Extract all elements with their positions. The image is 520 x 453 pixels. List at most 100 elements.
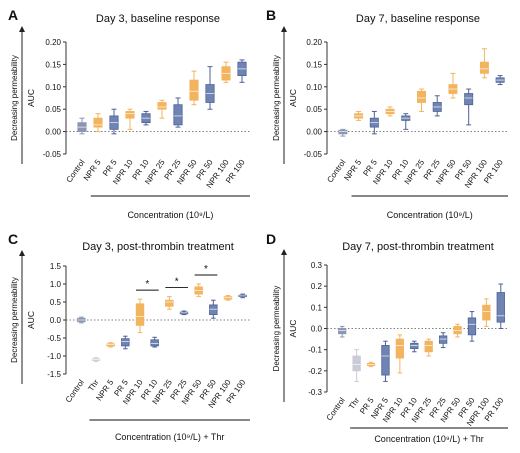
x-axis-label: Concentration (10⁹/L): [387, 210, 473, 220]
y-tick-label: 0.00: [45, 128, 61, 137]
box-iqr: [479, 61, 489, 74]
box-npr-10: [125, 108, 135, 130]
box-iqr: [424, 340, 433, 353]
box-control: [338, 325, 347, 338]
panel-title: Day 7, baseline response: [356, 13, 480, 25]
y-tick-label: -0.1: [308, 346, 322, 355]
panel-a: A Day 3, baseline response Decreasing perm…: [8, 7, 250, 220]
y-tick-label: 0.00: [306, 128, 322, 137]
y-tick-label: 0.20: [45, 38, 61, 47]
box-npr-5: [93, 113, 103, 133]
y-axis-label: AUC: [288, 89, 298, 107]
box-pr-5: [366, 361, 376, 368]
box-pr-50: [467, 311, 477, 342]
panel-d: D Day 7, post-thrombin treatment Decreasin…: [266, 231, 508, 444]
box-npr-10: [135, 298, 145, 334]
box-iqr: [453, 325, 462, 335]
box-iqr: [381, 345, 390, 376]
box-npr-50: [448, 72, 458, 99]
arrow-label: Decreasing permeability: [10, 55, 19, 141]
y-tick-label: 0.0: [50, 316, 62, 325]
box-pr-10: [401, 113, 411, 130]
box-control: [77, 117, 87, 135]
permeability-arrow-head: [281, 249, 287, 255]
box-pr-25: [173, 97, 183, 128]
panel-title: Day 7, post-thrombin treatment: [342, 241, 494, 253]
box-thr: [352, 349, 361, 382]
y-tick-label: 0.0: [311, 325, 323, 334]
box-pr-10: [150, 336, 159, 348]
box-npr-100: [482, 298, 491, 327]
box-iqr: [157, 102, 167, 110]
y-tick-label: -0.3: [308, 388, 322, 397]
y-tick-label: 1.5: [50, 262, 62, 271]
y-tick-label: -0.05: [304, 150, 323, 159]
x-axis-label: Concentration (10⁹/L): [127, 210, 213, 220]
box-iqr: [338, 328, 347, 335]
y-axis-label: AUC: [288, 320, 298, 338]
box-pr-50: [209, 299, 218, 319]
box-pr-100: [238, 293, 247, 299]
x-axis-label: Concentration (10⁹/L) + Thr: [374, 434, 484, 444]
permeability-arrow-head: [281, 26, 287, 32]
box-iqr: [338, 129, 348, 135]
x-tick-label: Control: [325, 396, 347, 422]
box-iqr: [438, 335, 448, 344]
box-iqr: [482, 304, 491, 321]
box-pr-50: [205, 66, 215, 110]
box-control: [338, 128, 348, 137]
box-npr-5: [106, 342, 115, 348]
box-iqr: [93, 117, 103, 128]
y-tick-label: 0.3: [311, 261, 323, 270]
box-npr-25: [157, 99, 167, 119]
box-iqr: [417, 90, 426, 103]
box-iqr: [464, 93, 474, 106]
y-tick-label: 0.15: [45, 60, 61, 69]
box-iqr: [121, 338, 130, 347]
box-pr-25: [438, 332, 448, 349]
panel-title: Day 3, post-thrombin treatment: [82, 241, 234, 253]
box-pr-100: [495, 75, 505, 86]
box-iqr: [352, 355, 361, 372]
arrow-label: Decreasing permeability: [272, 55, 281, 141]
y-tick-label: 0.20: [306, 38, 322, 47]
box-pr-5: [121, 335, 130, 350]
y-tick-label: 0.10: [45, 83, 61, 92]
box-pr-5: [369, 110, 379, 135]
arrow-label: Decreasing permeability: [10, 277, 19, 363]
y-tick-label: -1.5: [47, 370, 61, 379]
box-npr-50: [189, 70, 199, 106]
box-npr-5: [381, 340, 390, 382]
box-pr-5: [109, 108, 119, 135]
panel-letter: A: [8, 7, 18, 23]
box-iqr: [173, 104, 183, 126]
box-iqr: [467, 317, 477, 336]
y-axis-label: AUC: [26, 311, 36, 329]
box-npr-100: [223, 295, 233, 301]
y-tick-label: -0.05: [43, 150, 62, 159]
x-tick-label: Control: [64, 378, 86, 404]
box-iqr: [165, 299, 174, 307]
x-tick-label: NPR 5: [342, 158, 363, 183]
box-npr-100: [479, 48, 489, 79]
box-iqr: [135, 303, 145, 326]
box-pr-25: [432, 95, 442, 117]
box-pr-10: [141, 110, 151, 126]
panel-b: B Day 7, baseline response Decreasing perm…: [266, 7, 508, 220]
box-pr-50: [464, 88, 474, 126]
box-pr-25: [179, 310, 189, 316]
y-tick-label: -1.0: [47, 352, 61, 361]
panel-letter: C: [8, 231, 18, 247]
box-npr-100: [221, 61, 231, 83]
panel-title: Day 3, baseline response: [96, 13, 220, 25]
panel-letter: B: [266, 7, 276, 23]
y-tick-label: 0.1: [311, 303, 323, 312]
y-tick-label: 0.5: [50, 298, 62, 307]
panel-c: C Day 3, post-thrombin treatment Decreasin…: [8, 231, 250, 442]
box-pr-100: [237, 59, 247, 83]
box-npr-10: [395, 334, 405, 374]
box-npr-25: [417, 88, 426, 112]
significance-star: *: [175, 277, 179, 288]
